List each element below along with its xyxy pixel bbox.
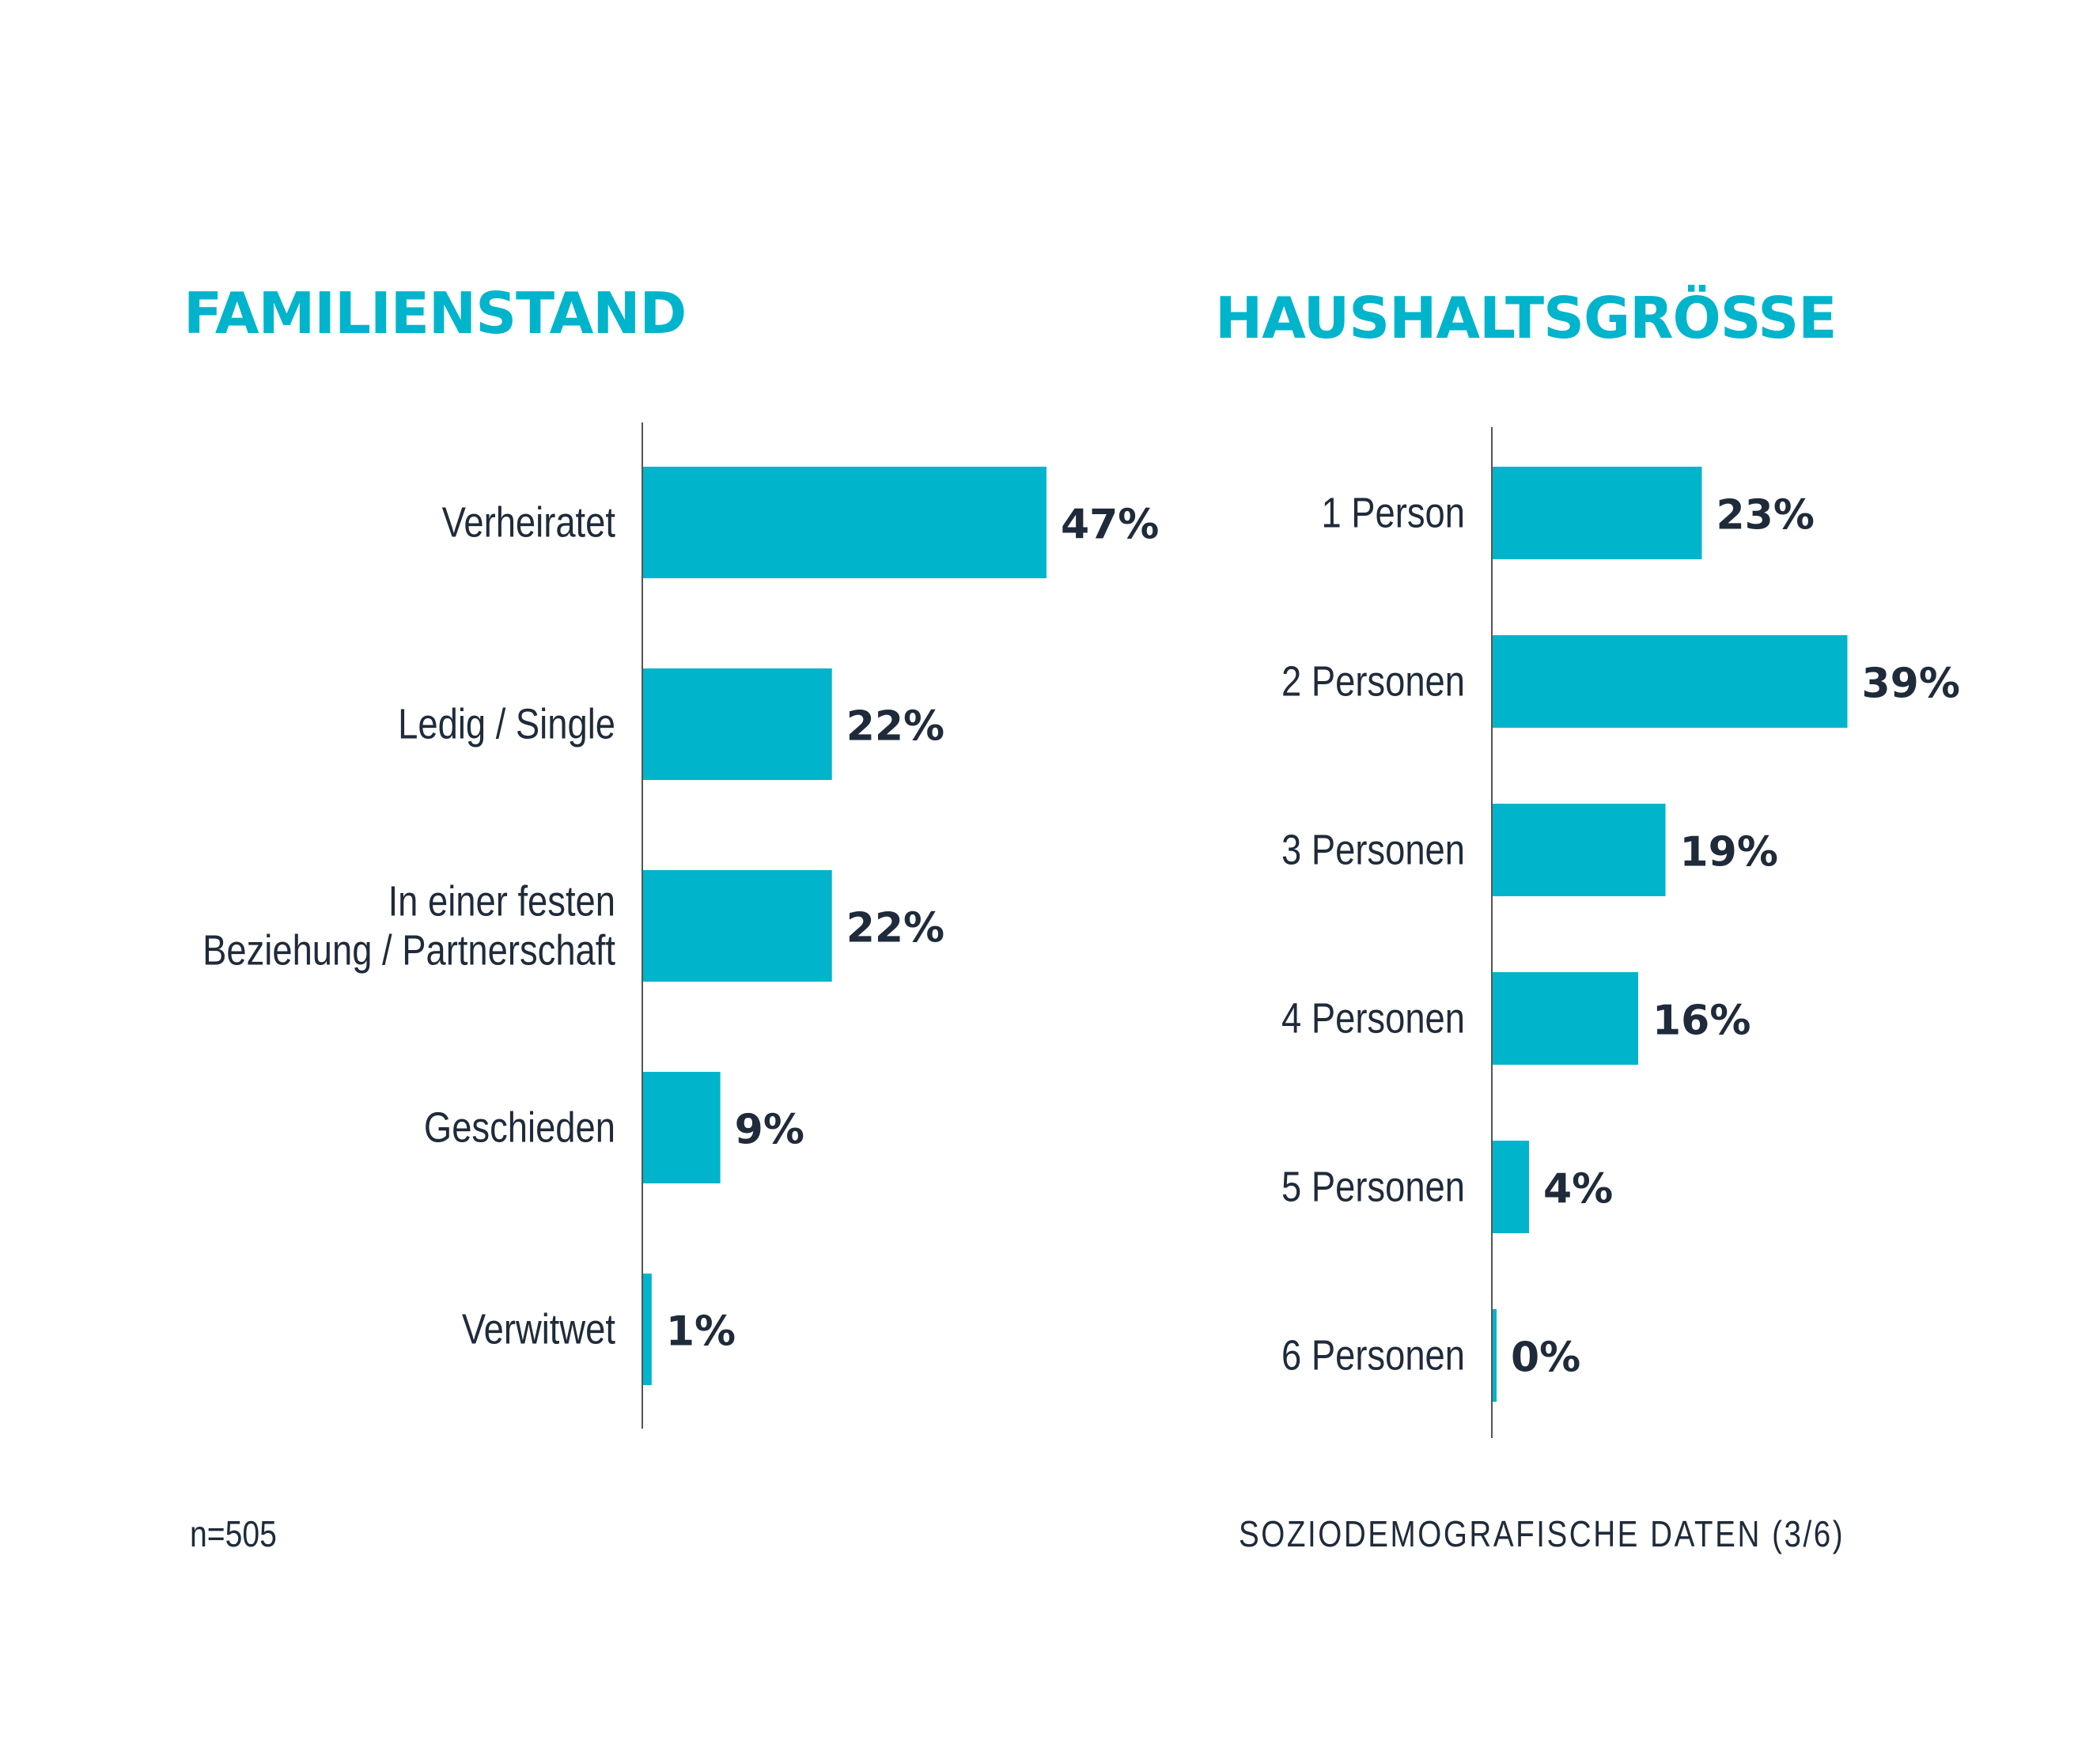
category-label-haushaltsgroesse-3: 4 Personen	[1281, 994, 1465, 1043]
category-label-familienstand-1: Ledig / Single	[398, 700, 615, 748]
bar-haushaltsgroesse-1	[1493, 635, 1848, 728]
category-label-haushaltsgroesse-5: 6 Personen	[1281, 1331, 1465, 1380]
chart-title-haushaltsgroesse: HAUSHALTSGRÖSSE	[1215, 285, 1837, 351]
category-label-haushaltsgroesse-4: 5 Personen	[1281, 1163, 1465, 1211]
bar-haushaltsgroesse-3	[1493, 972, 1638, 1065]
chart-haushaltsgroesse: 23% 1 Person 39% 2 Personen 19% 3 Personen 16%…	[1281, 427, 1960, 1438]
category-label-familienstand-2-line-0: In einer festen	[388, 877, 615, 926]
value-label-haushaltsgroesse-0: 23%	[1716, 492, 1815, 539]
chart-title-familienstand: FAMILIENSTAND	[184, 280, 687, 346]
bar-haushaltsgroesse-2	[1493, 804, 1666, 896]
bar-familienstand-0	[643, 467, 1046, 578]
bar-haushaltsgroesse-0	[1493, 467, 1702, 559]
value-label-familienstand-1: 22%	[846, 703, 944, 751]
category-label-haushaltsgroesse-2: 3 Personen	[1281, 826, 1465, 874]
bar-haushaltsgroesse-5	[1493, 1309, 1497, 1402]
value-label-haushaltsgroesse-1: 39%	[1862, 661, 1960, 708]
value-label-familienstand-3: 9%	[735, 1107, 804, 1154]
category-label-familienstand-3: Geschieden	[424, 1103, 615, 1152]
value-label-haushaltsgroesse-4: 4%	[1543, 1166, 1613, 1213]
value-label-haushaltsgroesse-3: 16%	[1652, 997, 1750, 1045]
value-label-haushaltsgroesse-5: 0%	[1511, 1334, 1580, 1382]
category-label-familienstand-4: Verwitwet	[462, 1305, 615, 1353]
category-label-familienstand-2-line-1: Beziehung / Partnerschaft	[202, 926, 615, 975]
bar-haushaltsgroesse-4	[1493, 1141, 1529, 1233]
bar-familienstand-2	[643, 870, 832, 982]
chart-familienstand: 47% Verheiratet 22% Ledig / Single 22% In ein…	[202, 422, 1159, 1429]
bar-familienstand-3	[643, 1072, 721, 1183]
section-label: SOZIODEMOGRAFISCHE DATEN (3/6)	[1239, 1513, 1845, 1554]
value-label-haushaltsgroesse-2: 19%	[1680, 829, 1778, 876]
value-label-familienstand-2: 22%	[846, 905, 944, 952]
bar-familienstand-4	[643, 1274, 652, 1385]
value-label-familienstand-0: 47%	[1061, 502, 1159, 549]
sample-size: n=505	[190, 1513, 277, 1554]
category-label-familienstand-0: Verheiratet	[442, 498, 615, 547]
value-label-familienstand-4: 1%	[666, 1308, 736, 1356]
bar-familienstand-1	[643, 668, 832, 780]
category-label-haushaltsgroesse-1: 2 Personen	[1281, 657, 1465, 706]
category-label-haushaltsgroesse-0: 1 Person	[1321, 489, 1465, 537]
